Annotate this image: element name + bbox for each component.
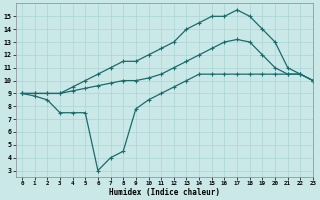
X-axis label: Humidex (Indice chaleur): Humidex (Indice chaleur)	[109, 188, 220, 197]
